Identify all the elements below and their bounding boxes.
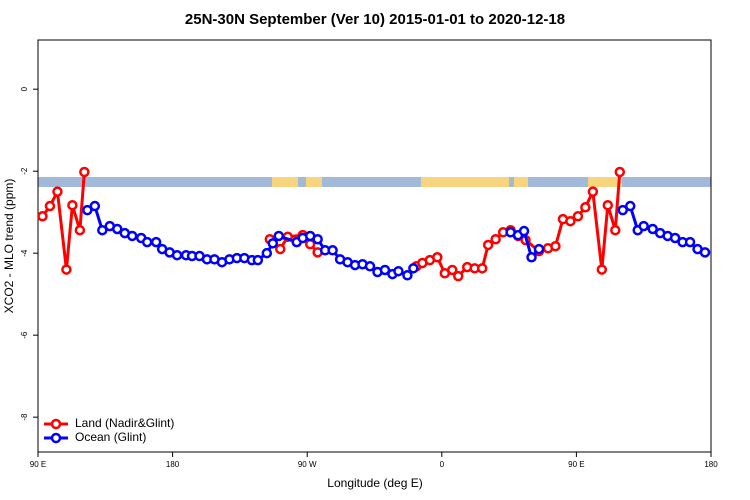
data-point <box>44 200 56 212</box>
data-point <box>490 233 501 245</box>
data-point <box>67 199 78 211</box>
data-point <box>150 236 162 248</box>
data-point <box>261 247 273 259</box>
y-tick-label: -4 <box>20 249 29 257</box>
data-point <box>273 230 285 242</box>
data-point <box>596 264 608 275</box>
data-point <box>379 264 391 276</box>
data-point <box>267 238 279 249</box>
legend-marker <box>50 432 62 444</box>
data-point <box>82 204 93 216</box>
x-axis-label: Longitude (deg E) <box>327 476 422 490</box>
x-tick-label: 180 <box>166 460 180 469</box>
data-point <box>74 224 86 236</box>
data-point <box>482 239 494 251</box>
x-tick-label: 90 E <box>30 460 46 469</box>
data-point <box>533 243 545 255</box>
chart-title: 25N-30N September (Ver 10) 2015-01-01 to… <box>185 11 565 28</box>
y-tick-label: -8 <box>20 413 29 421</box>
data-point <box>79 166 90 178</box>
x-tick-label: 180 <box>704 460 718 469</box>
data-point <box>252 254 264 266</box>
data-point <box>624 200 636 212</box>
legend-label: Land (Nadir&Glint) <box>75 416 174 430</box>
data-point <box>432 252 443 263</box>
data-point <box>171 249 183 261</box>
data-point <box>647 223 658 235</box>
data-point <box>364 261 376 272</box>
data-point <box>112 223 123 235</box>
data-point <box>669 232 681 244</box>
data-point <box>699 247 711 258</box>
data-point <box>312 233 323 245</box>
legend-marker <box>50 418 62 430</box>
plot-frame <box>37 39 712 453</box>
x-tick-label: 0 <box>440 460 445 469</box>
data-point <box>476 263 488 274</box>
data-point <box>327 245 338 256</box>
y-tick-label: 0 <box>20 86 29 91</box>
data-point <box>61 264 72 275</box>
data-point <box>518 225 530 237</box>
data-point <box>89 200 101 212</box>
data-point <box>580 202 591 213</box>
data-point <box>638 220 649 232</box>
x-tick-label: 90 E <box>568 460 584 469</box>
data-point <box>565 215 576 227</box>
y-axis-label: XCO2 - MLO trend (ppm) <box>2 179 16 314</box>
data-point <box>526 252 537 263</box>
data-point <box>37 211 48 222</box>
data-point <box>610 224 621 236</box>
x-tick-label: 90 W <box>298 460 317 469</box>
data-point <box>453 270 464 282</box>
data-point <box>97 224 108 236</box>
y-tick-label: -2 <box>20 167 29 175</box>
data-point <box>402 270 413 281</box>
data-point <box>617 204 629 216</box>
data-point <box>141 236 153 248</box>
data-point <box>684 236 696 248</box>
data-point <box>408 263 419 274</box>
data-point <box>587 186 599 197</box>
data-point <box>52 186 63 197</box>
data-point <box>550 240 561 252</box>
data-point <box>614 166 626 178</box>
data-point <box>275 243 286 255</box>
data-point <box>126 230 138 242</box>
land-ocean-strip <box>38 177 711 187</box>
legend-label: Ocean (Glint) <box>75 430 146 444</box>
data-point <box>393 265 404 277</box>
data-point <box>572 211 584 222</box>
data-point <box>447 264 458 276</box>
y-tick-label: -6 <box>20 331 29 339</box>
data-point <box>602 199 614 211</box>
